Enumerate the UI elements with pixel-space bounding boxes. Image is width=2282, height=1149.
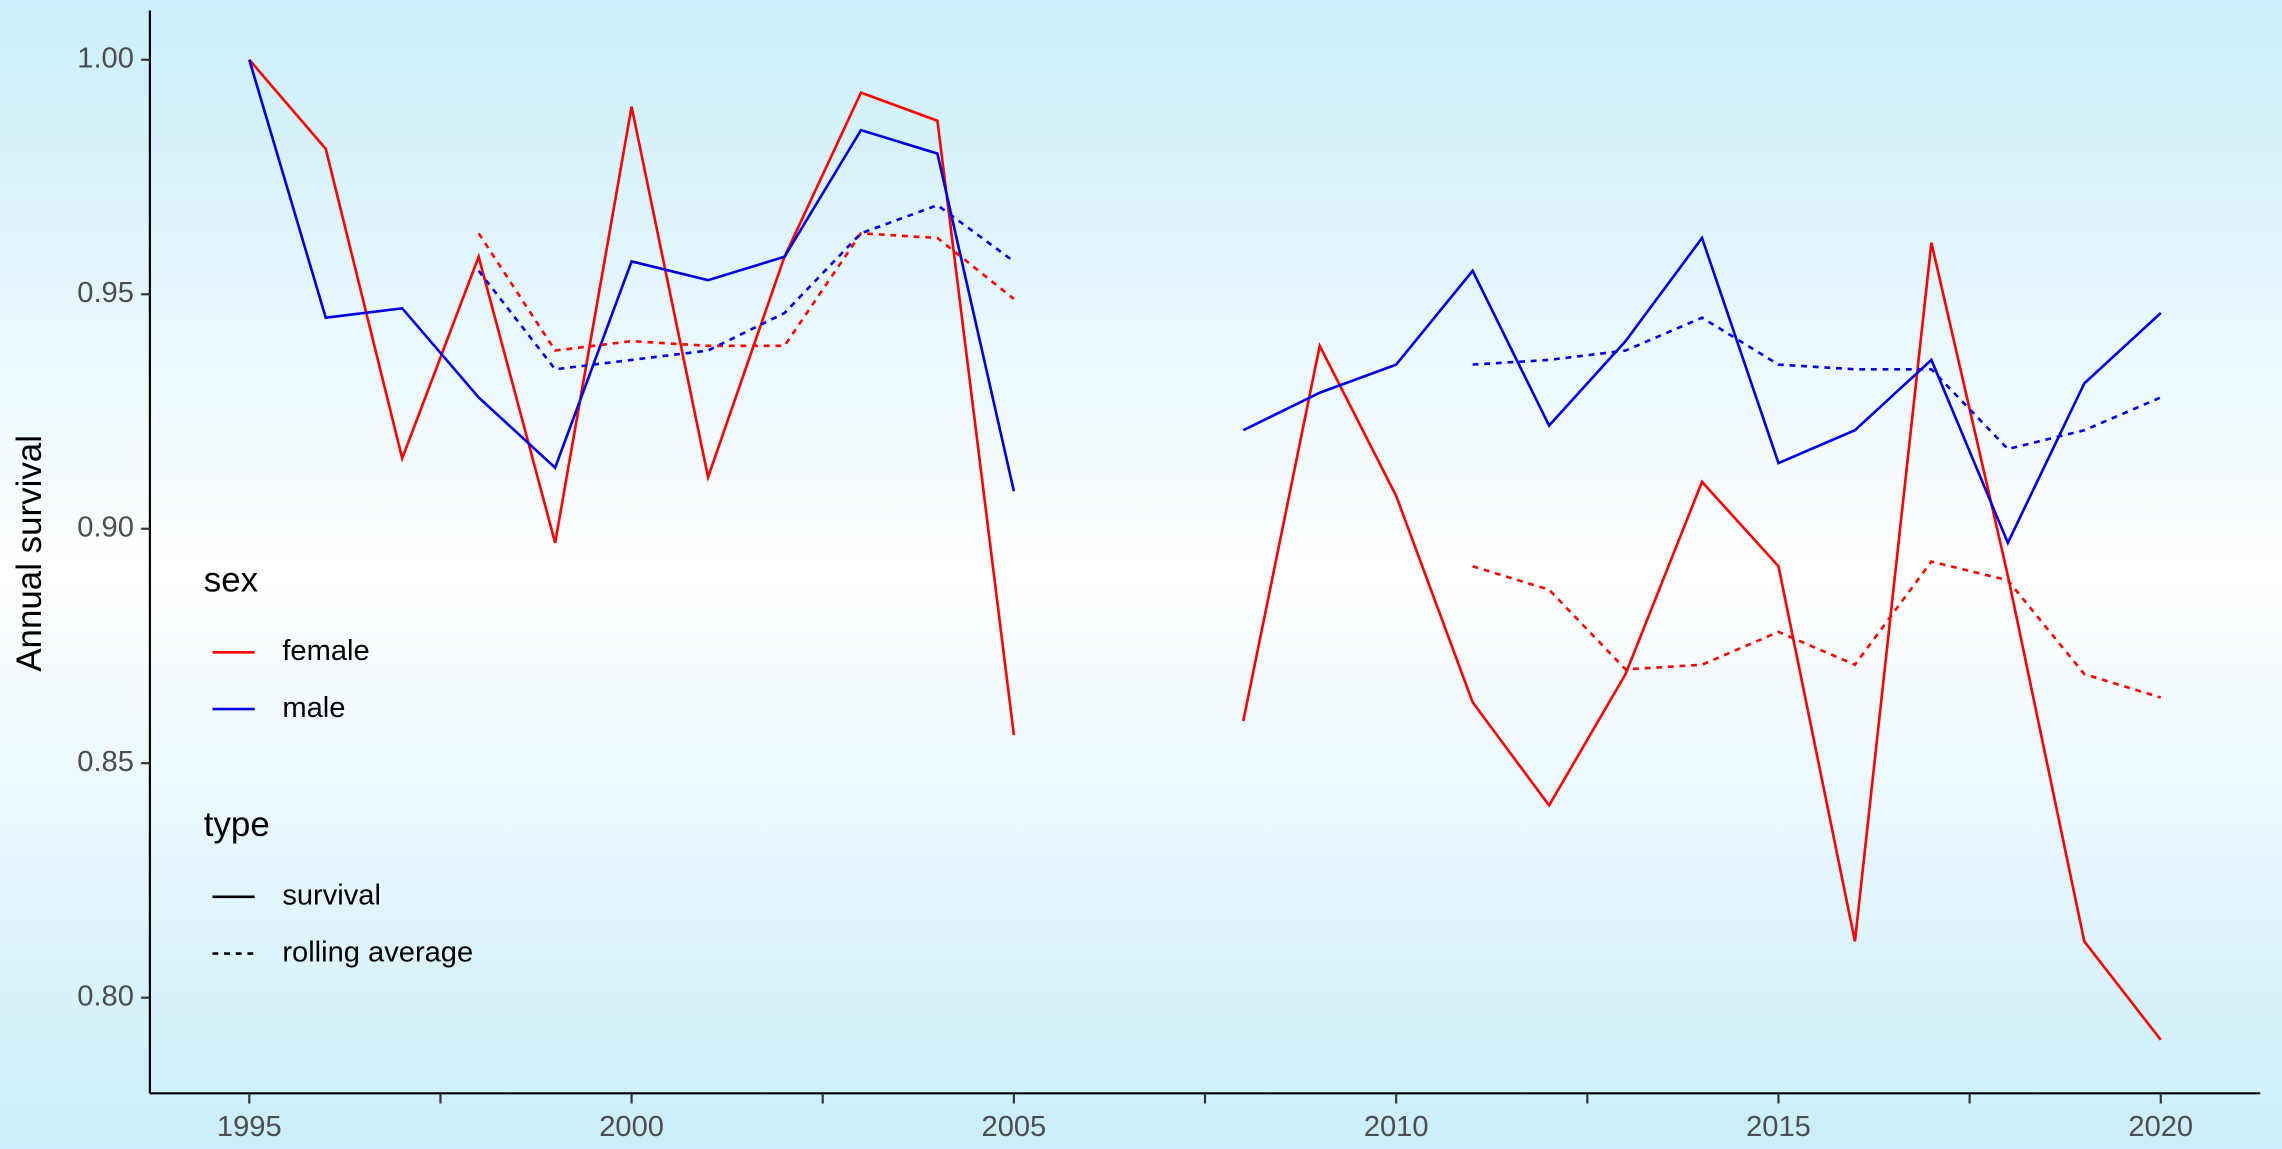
legend-label: female [282, 635, 369, 667]
legend-label: survival [282, 880, 381, 912]
y-tick-label: 1.00 [77, 42, 134, 74]
series-line [1242, 235, 2162, 546]
legend-title: sex [204, 561, 259, 600]
y-tick-label: 0.90 [77, 511, 134, 543]
legend-title: type [204, 805, 270, 844]
series-line [1472, 316, 2162, 451]
y-tick-label: 0.95 [77, 277, 134, 309]
legend-label: male [282, 692, 345, 724]
series-line [1241, 242, 2162, 1041]
y-tick-label: 0.80 [77, 980, 134, 1012]
y-tick-label: 0.85 [77, 746, 134, 778]
series-line [248, 58, 1016, 736]
x-tick-label: 2015 [1746, 1111, 1811, 1143]
series-line [1472, 560, 2162, 699]
x-tick-label: 2005 [982, 1111, 1047, 1143]
x-tick-label: 1995 [217, 1111, 282, 1143]
series-line [477, 231, 1015, 352]
x-tick-label: 2000 [599, 1111, 664, 1143]
series-line [477, 203, 1015, 371]
legend-label: rolling average [282, 936, 473, 968]
x-tick-label: 2020 [2128, 1111, 2193, 1143]
y-axis-label: Annual survival [10, 435, 49, 672]
series-line [248, 59, 1016, 492]
x-tick-label: 2010 [1364, 1111, 1429, 1143]
